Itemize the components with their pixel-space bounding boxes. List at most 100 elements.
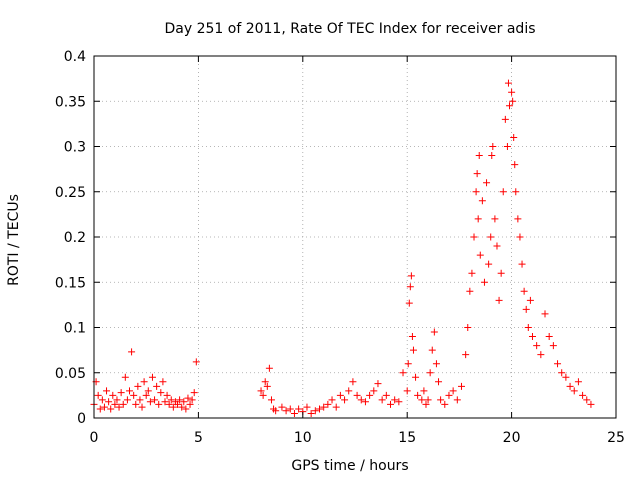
- data-point: [157, 389, 165, 397]
- data-point: [488, 152, 496, 160]
- data-point: [295, 405, 303, 413]
- data-point: [105, 398, 113, 406]
- data-point: [163, 391, 171, 399]
- data-point: [583, 396, 591, 404]
- data-point: [349, 378, 357, 386]
- data-point: [483, 179, 491, 187]
- data-point: [148, 373, 156, 381]
- x-axis-label: GPS time / hours: [291, 458, 408, 474]
- data-point: [405, 299, 413, 307]
- data-point: [510, 133, 518, 141]
- data-point: [480, 278, 488, 286]
- data-point: [186, 400, 194, 408]
- data-point: [495, 296, 503, 304]
- y-axis-label: ROTI / TECUs: [6, 194, 22, 286]
- data-point: [146, 398, 154, 406]
- y-tick-label: 0: [77, 411, 86, 427]
- chart-title: Day 251 of 2011, Rate Of TEC Index for r…: [164, 21, 535, 37]
- data-point: [403, 387, 411, 395]
- gridlines: [94, 56, 616, 418]
- data-point: [165, 400, 173, 408]
- data-point: [374, 380, 382, 388]
- data-point: [409, 346, 417, 354]
- y-tick-label: 0.1: [64, 321, 86, 337]
- data-point: [366, 391, 374, 399]
- data-point: [353, 391, 361, 399]
- data-point: [261, 378, 269, 386]
- data-point: [554, 360, 562, 368]
- y-tick-label: 0.2: [64, 230, 86, 246]
- data-point: [257, 387, 265, 395]
- y-tick-label: 0.3: [64, 140, 86, 156]
- y-tick-label: 0.35: [55, 94, 86, 110]
- data-point: [119, 400, 127, 408]
- data-point: [123, 396, 131, 404]
- data-point: [518, 260, 526, 268]
- data-point: [566, 382, 574, 390]
- data-point: [94, 391, 102, 399]
- data-point: [265, 364, 273, 372]
- data-point: [485, 260, 493, 268]
- data-point: [491, 215, 499, 223]
- data-point: [307, 409, 315, 417]
- data-point: [587, 400, 595, 408]
- data-point: [470, 233, 478, 241]
- data-point: [336, 391, 344, 399]
- data-point: [103, 387, 111, 395]
- data-point: [528, 333, 536, 341]
- data-point: [476, 251, 484, 259]
- data-point: [169, 403, 177, 411]
- data-point: [504, 79, 512, 87]
- data-point: [115, 403, 123, 411]
- data-point: [435, 378, 443, 386]
- y-tick-label: 0.05: [55, 366, 86, 382]
- x-tick-label: 5: [194, 430, 203, 446]
- data-point: [503, 143, 511, 150]
- data-point: [320, 403, 328, 411]
- data-point: [263, 382, 271, 390]
- data-point: [386, 400, 394, 408]
- data-point: [278, 403, 286, 411]
- data-point: [113, 396, 121, 404]
- data-point: [282, 407, 290, 415]
- data-point: [414, 391, 422, 399]
- data-point: [267, 396, 275, 404]
- data-point: [514, 215, 522, 223]
- data-point: [574, 378, 582, 386]
- data-point: [420, 387, 428, 395]
- data-point: [290, 409, 298, 417]
- data-point: [457, 382, 465, 390]
- data-point: [100, 403, 108, 411]
- data-point: [391, 396, 399, 404]
- data-point: [570, 387, 578, 395]
- data-point: [259, 391, 267, 399]
- data-point: [472, 188, 480, 196]
- data-point: [468, 269, 476, 277]
- data-point: [311, 407, 319, 415]
- data-point: [117, 389, 125, 397]
- data-point: [520, 287, 528, 295]
- data-point: [426, 369, 434, 377]
- x-tick-label: 20: [503, 430, 521, 446]
- data-point: [142, 391, 150, 399]
- data-point: [121, 373, 129, 381]
- y-tick-label: 0.4: [64, 49, 86, 65]
- data-point: [182, 405, 190, 413]
- data-point: [466, 287, 474, 295]
- data-point: [140, 378, 148, 386]
- data-point: [341, 396, 349, 404]
- data-point: [107, 405, 115, 413]
- data-point: [178, 403, 186, 411]
- data-point: [188, 396, 196, 404]
- data-point: [109, 391, 117, 399]
- data-point: [424, 396, 432, 404]
- data-point: [432, 360, 440, 368]
- data-point: [286, 405, 294, 413]
- data-point: [174, 400, 182, 408]
- data-point: [533, 342, 541, 350]
- axis-ticks: 0 5 10 15 20 25 0 0.05 0.1 0.15 0.2 0.25 0.3 0.35 0.4: [55, 49, 625, 446]
- data-point: [151, 396, 159, 404]
- y-tick-label: 0.25: [55, 185, 86, 201]
